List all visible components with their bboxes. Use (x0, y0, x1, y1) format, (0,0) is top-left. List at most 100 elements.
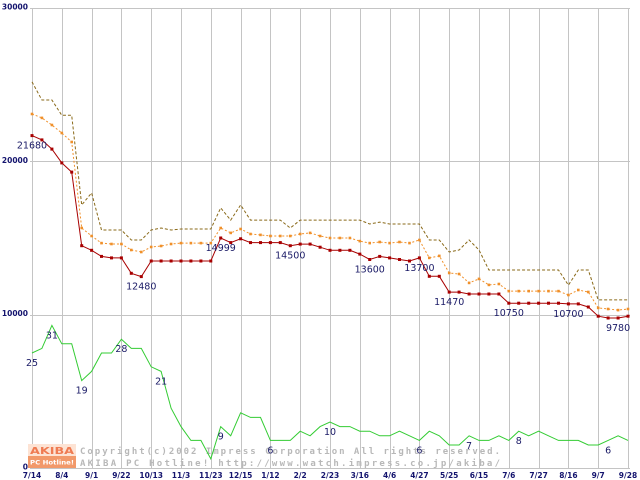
average-price-marker (110, 242, 113, 246)
x-tick-label: 11/23 (199, 471, 223, 480)
average-price-marker (497, 282, 501, 286)
average-price-marker (477, 277, 481, 281)
shop-count-label: 9 (218, 432, 224, 443)
average-price-marker (626, 307, 630, 311)
average-price-marker (219, 226, 222, 230)
average-price-marker (169, 242, 173, 246)
x-tick-label: 11/3 (172, 471, 190, 480)
average-price-marker (30, 112, 34, 116)
x-tick-label: 9/1 (85, 471, 98, 480)
min-price-label: 12480 (126, 282, 156, 293)
average-price-marker (159, 244, 163, 248)
x-tick-label: 2/2 (294, 471, 307, 480)
min-price-marker (328, 248, 332, 252)
average-price-marker (557, 289, 560, 293)
average-price-marker (547, 289, 550, 293)
min-price-marker (60, 161, 64, 165)
min-price-label: 9780 (606, 323, 630, 334)
min-price-label: 21680 (17, 141, 47, 152)
min-price-marker (259, 241, 262, 245)
x-tick-label: 9/28 (619, 471, 637, 480)
min-price-label: 13700 (404, 263, 434, 274)
min-price-marker (169, 259, 173, 263)
average-price-marker (269, 234, 272, 238)
average-price-marker (587, 290, 590, 294)
average-price-marker (358, 239, 362, 243)
min-price-marker (457, 290, 461, 294)
min-price-marker (149, 259, 153, 263)
min-price-marker (189, 259, 193, 263)
min-price-label: 14999 (206, 243, 236, 254)
x-tick-label: 9/7 (592, 471, 605, 480)
shop-count-label: 6 (605, 445, 611, 456)
average-price-marker (388, 241, 391, 245)
average-price-marker (577, 288, 580, 292)
x-tick-label: 12/15 (229, 471, 253, 480)
min-price-marker (239, 237, 243, 241)
logo-top-band (28, 444, 76, 456)
shop-count-label: 31 (46, 330, 58, 341)
average-price-marker (80, 226, 83, 230)
min-price-marker (557, 301, 560, 305)
x-tick-label: 7/27 (529, 471, 547, 480)
min-price-marker (348, 248, 352, 252)
average-price-marker (140, 250, 143, 254)
min-price-marker (527, 301, 531, 305)
average-price-marker (199, 241, 203, 245)
watermark-copyright: Copyright(c)2002 Impress Corporation All… (80, 446, 500, 457)
min-price-marker (417, 256, 421, 260)
shop-count-label: 28 (115, 344, 127, 355)
average-price-marker (447, 271, 451, 275)
average-price-marker (408, 241, 411, 245)
min-price-marker (40, 138, 44, 142)
average-price-marker (348, 236, 352, 240)
average-price-marker (428, 256, 431, 260)
min-price-marker (50, 147, 54, 151)
shop-count-label: 25 (26, 358, 38, 369)
watermark-site: AKIBA PC Hotline! http://www.watch.impre… (80, 458, 500, 469)
min-price-marker (308, 242, 312, 246)
average-price-marker (239, 227, 242, 231)
average-price-marker (189, 241, 193, 245)
min-price-marker (278, 241, 282, 245)
axis-labels: 0 10000 20000 30000 7/14 8/4 9/1 9/22 10/13 11/3 1… (2, 3, 637, 480)
average-price-marker (606, 307, 610, 311)
x-tick-label: 3/16 (351, 471, 369, 480)
min-price-marker (616, 316, 620, 320)
min-price-marker (596, 314, 600, 318)
average-price-marker (338, 236, 342, 240)
min-price-marker (110, 256, 113, 260)
average-price-marker (229, 231, 232, 235)
min-price-marker (159, 259, 163, 263)
average-price-marker (90, 234, 93, 238)
average-price-marker (120, 242, 123, 246)
min-price-marker (219, 236, 223, 240)
x-tick-label: 4/6 (383, 471, 396, 480)
min-price-label: 10750 (494, 308, 524, 319)
average-price-marker (438, 254, 441, 258)
min-price-marker (537, 301, 541, 305)
average-price-marker (378, 240, 381, 244)
min-price-label: 13600 (355, 264, 385, 275)
average-price-marker (50, 123, 54, 127)
min-price-marker (576, 302, 580, 306)
average-price-marker (398, 240, 401, 244)
average-price-marker (328, 236, 332, 240)
x-tick-label: 1/12 (261, 471, 279, 480)
min-price-marker (70, 170, 74, 174)
average-price-marker (100, 241, 103, 245)
average-price-marker (537, 289, 540, 293)
min-price-marker (298, 242, 302, 246)
copyright-watermark: Copyright(c)2002 Impress Corporation All… (80, 446, 500, 469)
min-price-marker (338, 248, 342, 252)
x-tick-label: 8/4 (55, 471, 68, 480)
min-price-marker (100, 254, 103, 258)
y-tick-label: 10000 (2, 309, 28, 318)
average-price-marker (487, 283, 491, 287)
min-price-marker (427, 274, 431, 278)
average-price-marker (368, 241, 371, 245)
min-price-marker (507, 301, 511, 305)
y-tick-label: 30000 (2, 3, 28, 12)
min-price-marker (358, 252, 362, 256)
